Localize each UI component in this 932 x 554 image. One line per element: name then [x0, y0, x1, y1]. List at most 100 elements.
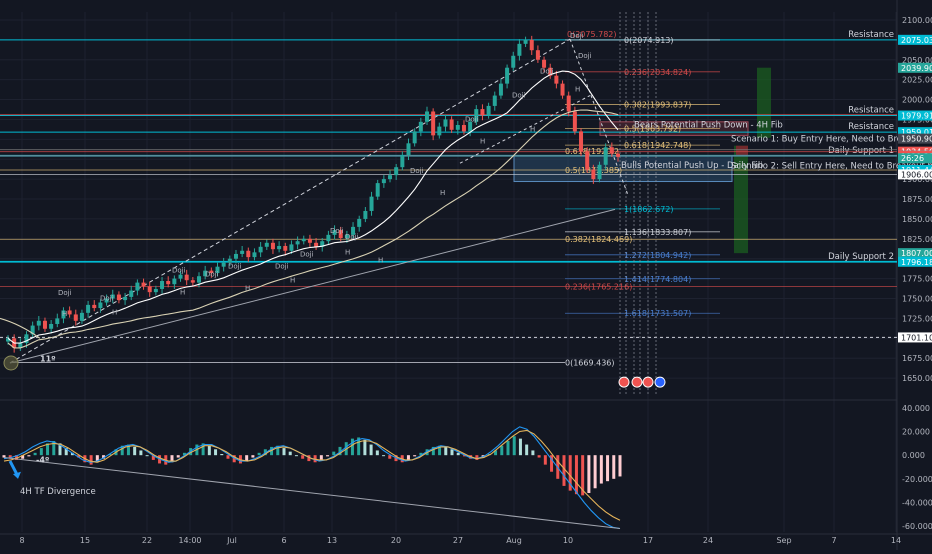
histogram-bar	[39, 448, 43, 456]
fib-label-right: 0.618(1942.748)	[624, 141, 691, 150]
ma-fast-line	[7, 70, 619, 344]
fib-partial-label: 0(2075.782)	[567, 30, 617, 39]
histogram-bar	[375, 450, 379, 456]
level-label: Daily Support 2	[828, 252, 894, 262]
h-marker: H	[112, 308, 117, 316]
candle-body	[79, 312, 84, 321]
candle-body	[585, 151, 590, 170]
histogram-bar	[120, 445, 124, 456]
histogram-bar	[438, 445, 442, 456]
histogram-bar	[456, 452, 460, 456]
price-tick-label: 2025.000	[902, 76, 932, 85]
candle-body	[295, 241, 300, 245]
candle-body	[535, 50, 540, 60]
candle-body	[616, 153, 620, 157]
event-icon	[654, 376, 666, 388]
candle-body	[104, 298, 109, 303]
candle-body	[6, 338, 10, 342]
time-tick-label: 14	[891, 536, 901, 545]
price-tick-label: 1750.000	[902, 295, 932, 304]
moving-averages	[0, 70, 619, 349]
doji-marker: Doji	[172, 267, 186, 275]
candle-body	[123, 296, 128, 301]
doji-marker: Doji	[540, 68, 554, 76]
histogram-bar	[95, 455, 99, 463]
annotations: Bears Potential Push Down - 4H Fib Scenar…	[3, 32, 932, 388]
fib-label-right: 0.5(1963.792)	[624, 124, 681, 133]
divergence-angle-label: -4º	[36, 455, 50, 464]
histogram-bar	[64, 448, 68, 456]
h-marker: H	[62, 310, 67, 318]
doji-marker: Doji	[578, 52, 592, 60]
price-label: 1959.012	[901, 128, 932, 137]
histogram-bar	[21, 455, 25, 459]
histogram-bar	[8, 455, 12, 459]
grid	[0, 0, 898, 550]
h-marker: H	[440, 189, 445, 197]
candle-body	[301, 238, 306, 242]
price-axis[interactable]: 2100.0002075.0002050.0002025.0002000.000…	[898, 16, 932, 531]
price-label: 1906.000	[901, 170, 932, 179]
horizontal-levels[interactable]: Resistance Resistance Resistance Daily Supp…	[0, 30, 897, 368]
candle-body	[369, 196, 374, 211]
histogram-bar	[214, 449, 218, 456]
candle-body	[307, 238, 312, 243]
price-label-box	[898, 332, 932, 343]
candle-body	[394, 167, 399, 176]
histogram-bar	[151, 455, 155, 460]
histogram-bar	[226, 455, 230, 459]
price-tick-label: 2000.000	[902, 96, 932, 105]
event-icon	[642, 376, 654, 388]
osc-tick-label: 0.000	[902, 451, 925, 460]
histogram-bar	[276, 445, 280, 456]
h-marker: H	[290, 277, 295, 285]
price-label: 1950.900	[901, 135, 932, 144]
time-axis[interactable]: 8 15 22 14:00 Jul 6 13 20 27 Aug 10 17 24 Sep 7 14	[0, 533, 932, 545]
histogram-bar	[574, 455, 578, 495]
doji-marker: Doji	[100, 294, 114, 302]
candle-body	[314, 242, 319, 247]
histogram-bar	[562, 455, 566, 486]
price-tick-label: 1900.000	[902, 175, 932, 184]
price-tick-label: 1725.000	[902, 314, 932, 323]
candle-body	[357, 218, 362, 227]
price-label: 1807.000	[901, 249, 932, 258]
candle-body	[129, 290, 134, 297]
candle-body	[98, 302, 103, 309]
price-label-box	[898, 127, 932, 138]
candle-body	[505, 67, 510, 84]
pivot-circle	[3, 355, 19, 371]
candle-body	[560, 83, 565, 96]
price-label-box	[898, 248, 932, 259]
histogram-bar	[326, 455, 330, 457]
candle-body	[418, 121, 423, 132]
price-label-box	[898, 110, 932, 121]
candle-body	[153, 288, 158, 293]
candle-body	[110, 294, 115, 299]
histogram-bar	[500, 445, 504, 456]
candle-body	[141, 282, 146, 287]
candle-body	[443, 119, 448, 127]
candle-body	[92, 304, 97, 309]
oscillator-line	[3, 429, 621, 521]
candle-body	[468, 121, 473, 132]
histogram-bar	[126, 444, 130, 456]
fib-label-right: 1.618(1731.507)	[624, 309, 691, 318]
candle-body	[332, 230, 337, 235]
price-label-box	[898, 34, 932, 45]
time-tick-label: 22	[142, 536, 152, 545]
histogram-bar	[363, 439, 367, 456]
h-marker: H	[180, 289, 185, 297]
histogram-bar	[525, 444, 529, 456]
bulls-annotation: Bulls Potential Push Up - Daily Fib	[621, 161, 763, 171]
fib-label-right: 0.236(2034.824)	[624, 68, 691, 77]
candle-body	[166, 281, 171, 285]
h-marker: H	[480, 137, 485, 145]
candle-body	[246, 250, 251, 258]
histogram-bar	[357, 437, 361, 456]
candles	[6, 35, 620, 353]
level-label: Resistance	[848, 122, 894, 132]
candle-body	[597, 164, 602, 180]
